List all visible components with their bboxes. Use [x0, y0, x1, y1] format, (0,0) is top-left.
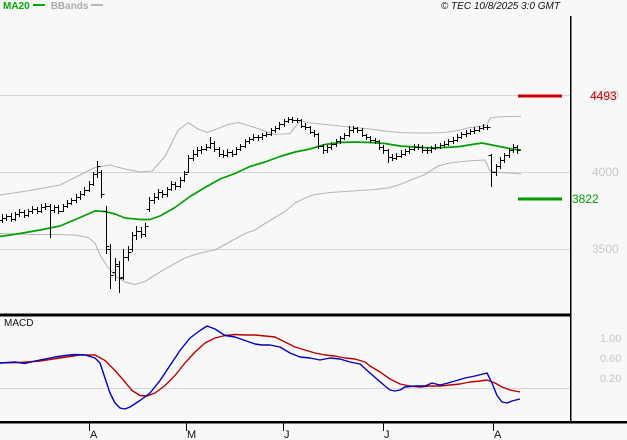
bbands-line-swatch-icon [91, 4, 104, 7]
ma20-line [0, 141, 522, 238]
macd-line [0, 325, 521, 410]
macd-axis-label-0.20: 0.20 [600, 373, 621, 385]
price-axis-label-4500: 4500 [592, 88, 619, 102]
ma20-legend-label: MA20 [3, 1, 30, 12]
ma20-line-swatch-icon [32, 4, 45, 7]
month-label-A: A [90, 429, 98, 440]
price-axis-label-3500: 3500 [592, 242, 619, 256]
level-label-3822: 3822 [572, 192, 599, 206]
bollinger-upper-band-line [0, 115, 521, 196]
macd-signal-line [0, 333, 521, 397]
macd-axis-label-0.60: 0.60 [600, 353, 621, 365]
month-label-J: J [384, 429, 390, 440]
copyright-text: © TEC 10/8/2025 3:0 GMT [440, 1, 560, 12]
month-label-J: J [284, 429, 290, 440]
bollinger-lower-band-line [0, 159, 522, 286]
month-label-A: A [494, 429, 502, 440]
chart-legend: MA20 BBands [3, 1, 109, 13]
macd-axis-label-1.00: 1.00 [600, 333, 621, 345]
month-label-M: M [187, 429, 196, 440]
macd-panel-label: MACD [4, 318, 34, 329]
bbands-legend-label: BBands [50, 1, 89, 12]
price-axis-label-4000: 4000 [592, 165, 619, 179]
ohlc-bars-series [0, 117, 521, 293]
level-label-4493: 4493 [590, 89, 617, 103]
